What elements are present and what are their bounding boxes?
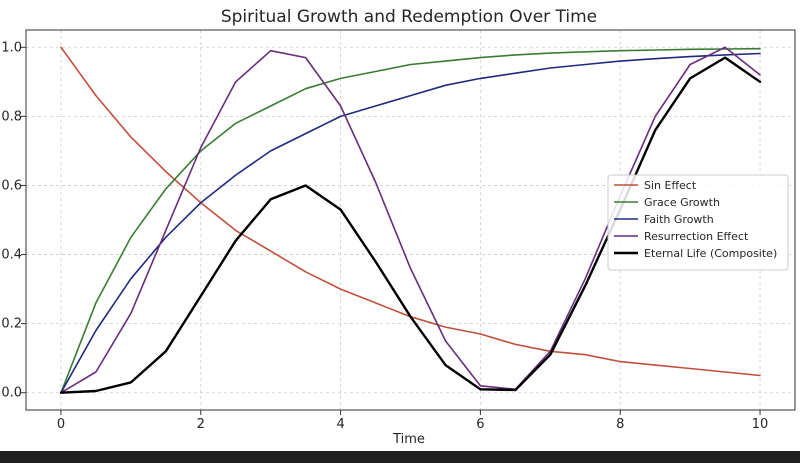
y-tick-label: 0.8 [1,109,22,124]
bottom-bar [0,451,800,463]
series-line-resurrection-effect [60,46,761,394]
y-tick-label: 0.4 [1,248,22,263]
legend-label: Eternal Life (Composite) [644,247,777,260]
plot-frame [25,29,796,411]
legend-label: Resurrection Effect [644,230,749,243]
series-line-eternal-life-composite [59,56,762,394]
series-line-faith-growth [60,52,761,394]
x-tick-label: 10 [752,417,769,432]
x-tick-label: 2 [197,417,205,432]
legend: Sin Effect Grace Growth Faith Growth Resurr… [607,174,789,271]
series-lines [59,46,762,394]
series-line-grace-growth [60,47,761,394]
x-tick-label: 6 [476,417,484,432]
y-tick-label: 0.2 [1,317,22,332]
grid [26,30,795,410]
y-tick-label: 0.6 [1,178,22,193]
x-axis-label: Time [392,432,425,447]
axis-ticks: 0 2 4 6 8 10 0.0 0.2 0.4 0.6 0.8 1.0 [1,40,768,432]
legend-label: Grace Growth [644,196,720,209]
x-tick-label: 4 [336,417,344,432]
legend-label: Faith Growth [644,213,714,226]
y-tick-label: 0.0 [1,386,22,401]
legend-label: Sin Effect [644,179,697,192]
x-tick-label: 0 [57,417,65,432]
y-tick-label: 1.0 [1,40,22,55]
chart-title: Spiritual Growth and Redemption Over Tim… [221,7,597,27]
x-tick-label: 8 [616,417,624,432]
legend-box [607,174,789,271]
